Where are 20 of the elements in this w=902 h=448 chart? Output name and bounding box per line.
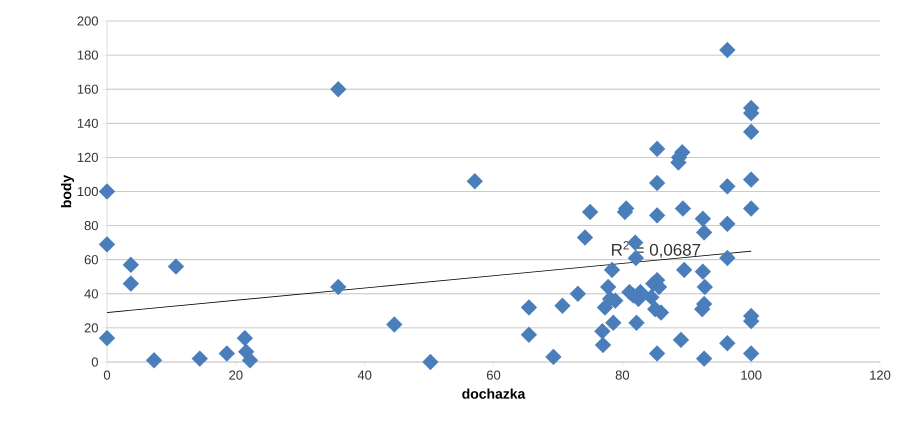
y-tick-label: 60: [84, 255, 98, 264]
y-tick-label: 40: [84, 289, 98, 298]
y-tick-label: 80: [84, 221, 98, 230]
y-tick-label: 0: [92, 357, 98, 367]
y-tick-label: 160: [78, 84, 98, 94]
x-tick-label: 40: [358, 370, 372, 380]
x-axis-title: dochazka: [462, 388, 526, 399]
x-tick-label: 0: [104, 370, 110, 380]
x-tick-label: 80: [616, 370, 630, 380]
y-tick-label: 20: [84, 323, 98, 332]
y-tick-label: 180: [78, 50, 98, 60]
x-tick-label: 100: [741, 370, 762, 380]
y-tick-label: 120: [78, 152, 98, 162]
x-tick-label: 120: [870, 370, 890, 380]
y-tick-label: 140: [78, 118, 98, 128]
y-tick-label: 100: [78, 186, 98, 196]
x-tick-label: 60: [486, 370, 500, 380]
y-tick-label: 200: [78, 16, 98, 26]
x-tick-label: 20: [229, 370, 243, 380]
y-axis-title: body: [61, 174, 74, 208]
